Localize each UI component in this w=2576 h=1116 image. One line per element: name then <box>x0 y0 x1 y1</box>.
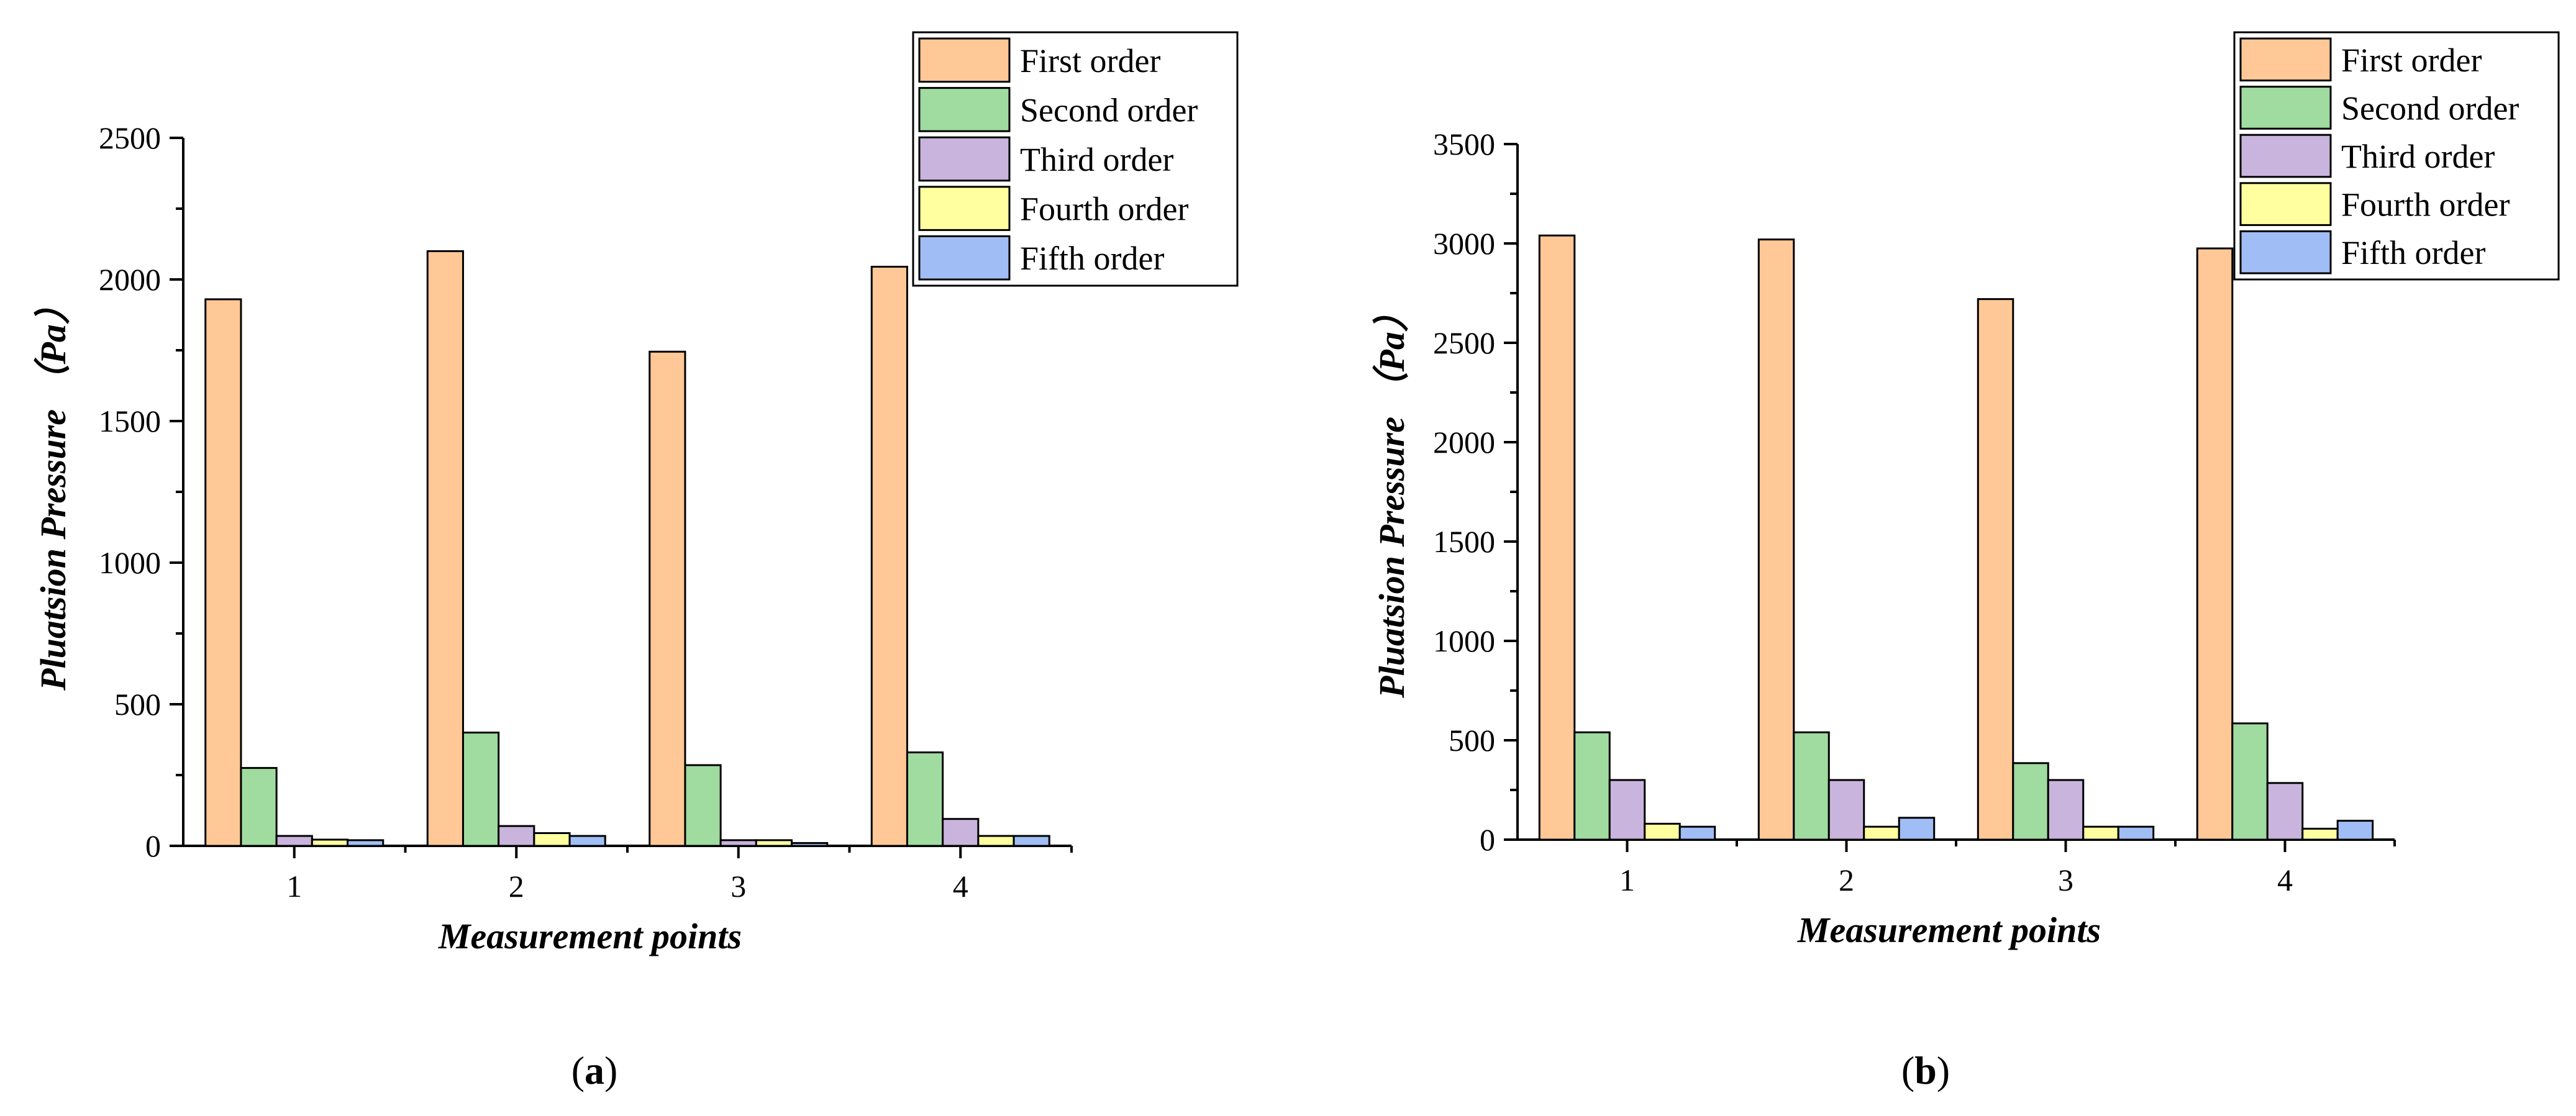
chart-b-bar-first-order-point-1 <box>1538 234 1576 841</box>
chart-a-bar-fifth-order-point-2 <box>568 835 606 847</box>
chart-a-bar-fourth-order-point-4 <box>977 835 1015 847</box>
chart-b: 0 500 1000 1500 2000 2500 3000 3500 1 2 3 4 Measurem… <box>1372 31 2560 1092</box>
chart-a-bar-fifth-order-point-3 <box>791 842 829 847</box>
chart-a-y-tick-label: 0 <box>145 828 161 863</box>
chart-a-x-tick-label: 2 <box>509 869 524 904</box>
chart-b-bar-first-order-point-4 <box>2196 247 2234 841</box>
chart-a-legend-swatch <box>918 235 1011 281</box>
chart-a-legend-swatch <box>918 37 1011 83</box>
chart-b-legend: First order Second order Third order Fourth… <box>2233 31 2560 281</box>
chart-a-bar-second-order-point-4 <box>906 751 944 847</box>
chart-b-bar-fifth-order-point-4 <box>2336 820 2374 841</box>
chart-b-bar-fourth-order-point-2 <box>1863 825 1900 841</box>
chart-a-bar-third-order-point-2 <box>498 825 535 847</box>
chart-a-y-tick-label: 1500 <box>99 404 161 438</box>
chart-b-legend-swatch <box>2239 37 2332 82</box>
chart-a-legend-swatch <box>918 136 1011 182</box>
chart-a-x-tick-label: 1 <box>286 869 302 904</box>
chart-a-legend-label: Fourth order <box>1020 191 1188 228</box>
chart-a-legend-label: Fifth order <box>1020 240 1164 277</box>
chart-b-legend-swatch <box>2239 230 2332 274</box>
chart-b-x-axis-title: Measurement points <box>1797 910 2101 950</box>
chart-b-legend-label: First order <box>2341 42 2482 79</box>
chart-a-bar-first-order-point-2 <box>426 250 464 847</box>
chart-a-bar-second-order-point-3 <box>684 764 722 847</box>
chart-a-bar-fifth-order-point-4 <box>1013 835 1050 847</box>
chart-a-y-axis-title: Pluatsion Pressure （Pa） <box>33 288 73 691</box>
chart-a-bar-fourth-order-point-2 <box>533 832 571 847</box>
chart-a-y-tick-label: 2000 <box>99 262 161 297</box>
chart-b-bar-second-order-point-2 <box>1793 731 1830 841</box>
chart-b-y-tick-label: 2000 <box>1433 425 1495 460</box>
chart-a-bar-second-order-point-2 <box>462 732 500 847</box>
chart-b-y-tick-label: 3500 <box>1433 127 1495 161</box>
chart-b-bar-first-order-point-2 <box>1757 238 1795 841</box>
chart-b-bar-fourth-order-point-1 <box>1644 822 1681 841</box>
chart-a-bar-fourth-order-point-1 <box>311 838 349 847</box>
chart-b-y-tick-label: 1000 <box>1433 624 1495 658</box>
chart-b-bar-first-order-point-3 <box>1977 298 2014 841</box>
chart-b-bar-third-order-point-1 <box>1608 779 1646 841</box>
chart-b-legend-label: Fourth order <box>2341 186 2510 224</box>
chart-a-bar-first-order-point-1 <box>204 298 242 847</box>
chart-b-legend-swatch <box>2239 86 2332 130</box>
chart-a-legend-swatch <box>918 87 1011 132</box>
chart-b-bar-fourth-order-point-4 <box>2301 827 2339 841</box>
chart-a-legend-label: Second order <box>1020 91 1198 129</box>
chart-a-y-tick-label: 2500 <box>99 120 161 155</box>
chart-a-bar-first-order-point-4 <box>870 265 908 847</box>
chart-b-legend-label: Fifth order <box>2341 234 2485 271</box>
chart-b-caption: (b) <box>1901 1048 1950 1092</box>
chart-b-bar-fourth-order-point-3 <box>2082 825 2119 841</box>
chart-a-bar-fourth-order-point-3 <box>755 839 793 847</box>
chart-a-legend-label: First order <box>1020 42 1160 79</box>
chart-b-bar-third-order-point-3 <box>2047 779 2085 841</box>
chart-b-bar-fifth-order-point-2 <box>1898 817 1936 841</box>
chart-a-x-tick-label: 3 <box>730 869 746 904</box>
chart-b-legend-swatch <box>2239 134 2332 178</box>
chart-a-bar-third-order-point-1 <box>275 835 313 847</box>
chart-b-bar-second-order-point-1 <box>1573 731 1611 841</box>
chart-b-bar-fifth-order-point-1 <box>1678 825 1716 841</box>
chart-b-y-tick-label: 0 <box>1480 822 1495 857</box>
chart-a-bar-third-order-point-3 <box>719 839 757 847</box>
chart-a-bar-fifth-order-point-1 <box>347 839 385 847</box>
chart-b-y-axis-title: Pluatsion Pressure （Pa） <box>1372 296 1412 699</box>
chart-a-bar-first-order-point-3 <box>649 350 686 847</box>
chart-a-caption: (a) <box>571 1048 618 1092</box>
chart-b-bar-fifth-order-point-3 <box>2117 825 2155 841</box>
chart-b-legend-label: Third order <box>2341 138 2495 175</box>
chart-b-y-tick-label: 500 <box>1449 723 1495 758</box>
chart-b-bar-third-order-point-4 <box>2266 782 2304 841</box>
chart-b-legend-label: Second order <box>2341 89 2519 127</box>
chart-a: 0 500 1000 1500 2000 2500 1 2 3 4 Measurement poin… <box>33 31 1239 1092</box>
chart-a-legend-label: Third order <box>1020 141 1173 178</box>
chart-a-bar-third-order-point-4 <box>942 818 980 847</box>
chart-b-bar-second-order-point-4 <box>2231 722 2269 841</box>
chart-b-bar-second-order-point-3 <box>2012 762 2049 841</box>
chart-a-x-tick-label: 4 <box>953 869 968 904</box>
chart-b-y-tick-label: 1500 <box>1433 524 1495 559</box>
chart-a-bar-second-order-point-1 <box>240 767 278 847</box>
chart-a-x-axis-title: Measurement points <box>438 916 742 956</box>
chart-b-y-tick-label: 2500 <box>1433 325 1495 360</box>
chart-a-y-tick-label: 1000 <box>99 545 161 580</box>
chart-a-y-tick-label: 500 <box>114 687 161 722</box>
chart-b-x-tick-label: 1 <box>1619 863 1635 897</box>
chart-b-bar-third-order-point-2 <box>1827 779 1865 841</box>
chart-a-legend-swatch <box>918 186 1011 231</box>
chart-b-x-tick-label: 4 <box>2277 863 2293 897</box>
chart-b-legend-swatch <box>2239 182 2332 226</box>
chart-b-x-tick-label: 2 <box>1839 863 1854 897</box>
chart-a-legend: First order Second order Third order Fourth… <box>912 31 1239 287</box>
chart-b-x-tick-label: 3 <box>2058 863 2073 897</box>
chart-b-y-tick-label: 3000 <box>1433 226 1495 261</box>
